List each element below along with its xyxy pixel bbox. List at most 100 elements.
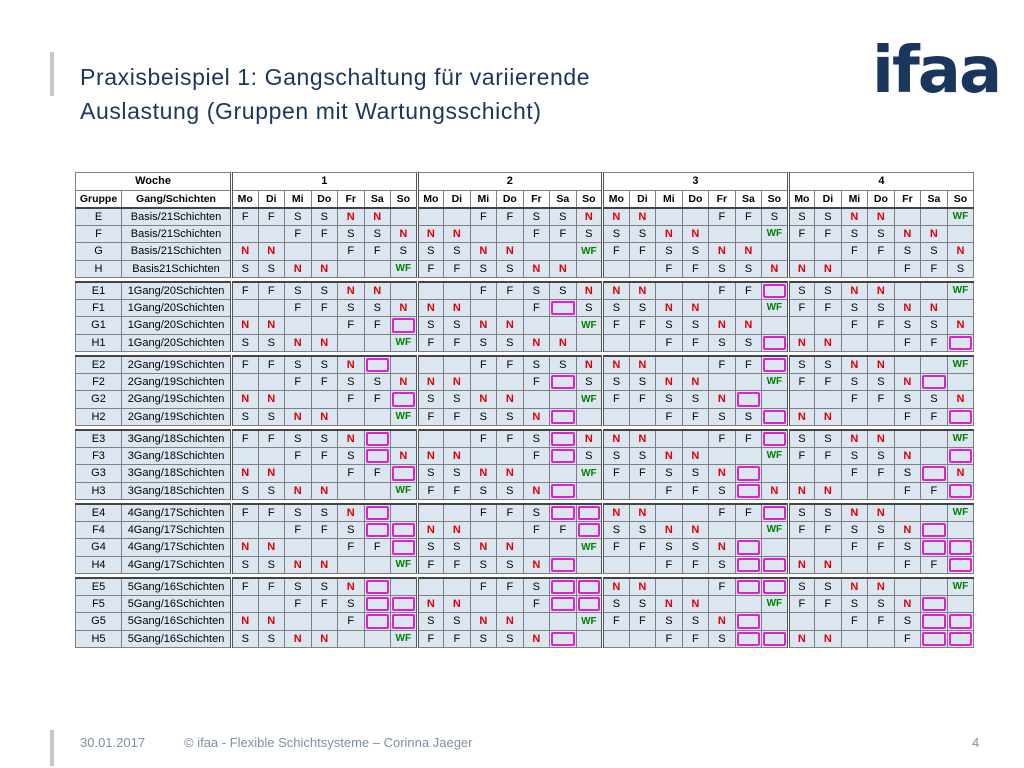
shift-cell: S (443, 242, 471, 261)
maintenance-marker-cell (549, 407, 577, 426)
shift-cell (734, 594, 763, 613)
gang-schichten-cell: Basis21Schichten (120, 259, 233, 278)
shift-cell: N (575, 281, 604, 300)
shift-cell: N (867, 577, 895, 596)
day-header-sa: Sa (734, 189, 763, 209)
maintenance-marker-cell (734, 577, 763, 596)
block-separator (75, 277, 974, 283)
shift-cell: F (734, 503, 763, 522)
shift-cell: S (496, 259, 524, 278)
shift-cell: S (840, 298, 869, 317)
table-row: H Basis21Schichten S S N N WF F F S S N N F F S S N N N F F S (75, 259, 975, 278)
maintenance-marker-cell (920, 520, 948, 539)
shift-cell: S (415, 390, 445, 409)
shift-cell (390, 281, 418, 300)
shift-cell: F (867, 390, 895, 409)
shift-cell: F (496, 207, 524, 226)
shift-cell: S (708, 629, 736, 648)
shift-cell: N (257, 538, 286, 557)
shift-cell: F (469, 281, 498, 300)
table-row: H2 2Gang/19Schichten S S N N WF F F S S N F F S S N N F F (75, 407, 975, 426)
shift-cell (681, 281, 710, 300)
shift-cell: N (681, 372, 710, 391)
shift-cell (867, 333, 895, 352)
shift-cell (284, 538, 312, 557)
shift-cell: WF (946, 429, 975, 448)
shift-cell: F (840, 316, 869, 335)
shift-cell: N (310, 259, 339, 278)
shift-cell: N (814, 407, 842, 426)
shift-cell (840, 481, 869, 500)
gang-schichten-cell: Basis/21Schichten (120, 207, 233, 226)
shift-cell: N (628, 207, 657, 226)
shift-cell: S (575, 224, 604, 243)
shift-cell: WF (390, 481, 418, 500)
shift-cell: N (681, 594, 710, 613)
shift-cell: F (708, 281, 736, 300)
shift-cell: S (786, 503, 816, 522)
gang-schichten-cell: 2Gang/19Schichten (120, 355, 233, 374)
maintenance-marker-cell (363, 429, 392, 448)
shift-cell (390, 429, 418, 448)
shift-cell (681, 355, 710, 374)
gang-schichten-cell: 1Gang/20Schichten (120, 281, 233, 300)
shift-cell: S (786, 355, 816, 374)
table-row: E4 4Gang/17Schichten F F S S N F F S N N F F S S N N WF (75, 503, 975, 522)
block-separator-cell (75, 499, 974, 505)
shift-cell: N (496, 538, 524, 557)
shift-cell: N (230, 390, 259, 409)
group-cell: E2 (75, 355, 122, 374)
gang-schichten-cell: 5Gang/16Schichten (120, 612, 233, 631)
footer-page-number: 4 (972, 735, 980, 750)
shift-cell: S (814, 429, 842, 448)
day-header-di: Di (628, 189, 657, 209)
shift-cell (549, 612, 577, 631)
shift-cell: S (681, 316, 710, 335)
shift-cell (920, 503, 948, 522)
shift-cell: S (814, 207, 842, 226)
shift-cell: F (708, 503, 736, 522)
shift-cell (549, 464, 577, 483)
gang-schichten-cell: Basis/21Schichten (120, 242, 233, 261)
shift-cell (681, 577, 710, 596)
shift-cell: N (522, 481, 551, 500)
shift-cell (920, 207, 948, 226)
shift-cell (655, 503, 683, 522)
shift-cell (655, 429, 683, 448)
maintenance-marker-cell (575, 594, 604, 613)
shift-cell: F (786, 594, 816, 613)
shift-cell: F (814, 372, 842, 391)
shift-cell (415, 281, 445, 300)
table-row: E3 3Gang/18Schichten F F S S N F F S N N N F F S S N N WF (75, 429, 975, 448)
gang-schichten-cell: 1Gang/20Schichten (120, 316, 233, 335)
shift-cell: F (840, 390, 869, 409)
shift-cell: S (496, 629, 524, 648)
shift-cell (761, 242, 789, 261)
shift-cell: F (920, 555, 948, 574)
maintenance-marker-cell (920, 594, 948, 613)
shift-cell: S (893, 612, 922, 631)
shift-cell: N (390, 298, 418, 317)
maintenance-marker-cell (390, 594, 418, 613)
shift-cell (655, 577, 683, 596)
shift-cell: S (708, 481, 736, 500)
shift-cell: F (257, 281, 286, 300)
shift-cell: F (814, 446, 842, 465)
shift-cell: S (230, 259, 259, 278)
shift-cell: F (893, 333, 922, 352)
shift-cell: N (601, 503, 630, 522)
table-row: F2 2Gang/19Schichten F F S S N N N F S S S N N WF F F S S N (75, 372, 975, 391)
group-cell: E3 (75, 429, 122, 448)
maintenance-marker-cell (946, 538, 975, 557)
shift-cell: N (814, 259, 842, 278)
shift-cell: WF (575, 390, 604, 409)
shift-cell: WF (390, 259, 418, 278)
shift-cell: F (363, 390, 392, 409)
shift-cell (230, 372, 259, 391)
group-cell: F5 (75, 594, 122, 613)
shift-cell: F (469, 355, 498, 374)
day-header-mo: Mo (415, 189, 445, 209)
shift-cell: S (867, 594, 895, 613)
day-header-fr: Fr (893, 189, 922, 209)
gang-schichten-column-header: Gang/Schichten (120, 189, 233, 209)
